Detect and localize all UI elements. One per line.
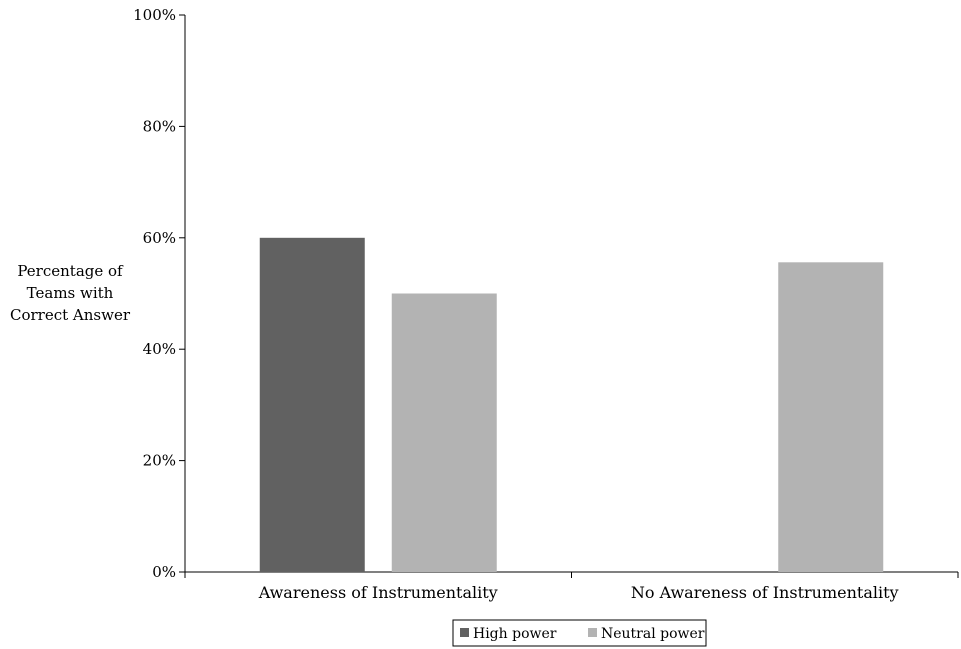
y-tick-label: 20% [143,452,176,470]
legend-swatch [588,628,597,637]
y-tick-label: 60% [143,229,176,247]
legend: High power Neutral power [452,619,707,647]
y-axis: 0% 20% 40% 60% 80% 100% [133,6,186,581]
y-axis-title-line-3: Correct Answer [10,306,131,324]
x-category-label: Awareness of Instrumentality [258,583,498,602]
legend-swatch [460,628,469,637]
y-axis-title-line-2: Teams with [27,284,114,302]
x-axis: Awareness of Instrumentality No Awareness… [184,571,959,602]
bar-neutral-power [778,262,884,572]
y-tick-label: 80% [143,117,176,135]
bars [259,237,884,573]
legend-label: Neutral power [601,626,705,642]
legend-box [452,619,707,647]
y-axis-title-line-1: Percentage of [17,262,124,280]
y-tick-label: 100% [133,6,176,24]
bar-neutral-power [391,293,497,572]
x-category-label: No Awareness of Instrumentality [631,583,899,602]
bar-high-power [259,237,365,573]
y-axis-title: Percentage of Teams with Correct Answer [10,262,131,324]
y-tick-label: 0% [152,563,176,581]
legend-label: High power [473,626,557,642]
y-tick-label: 40% [143,340,176,358]
